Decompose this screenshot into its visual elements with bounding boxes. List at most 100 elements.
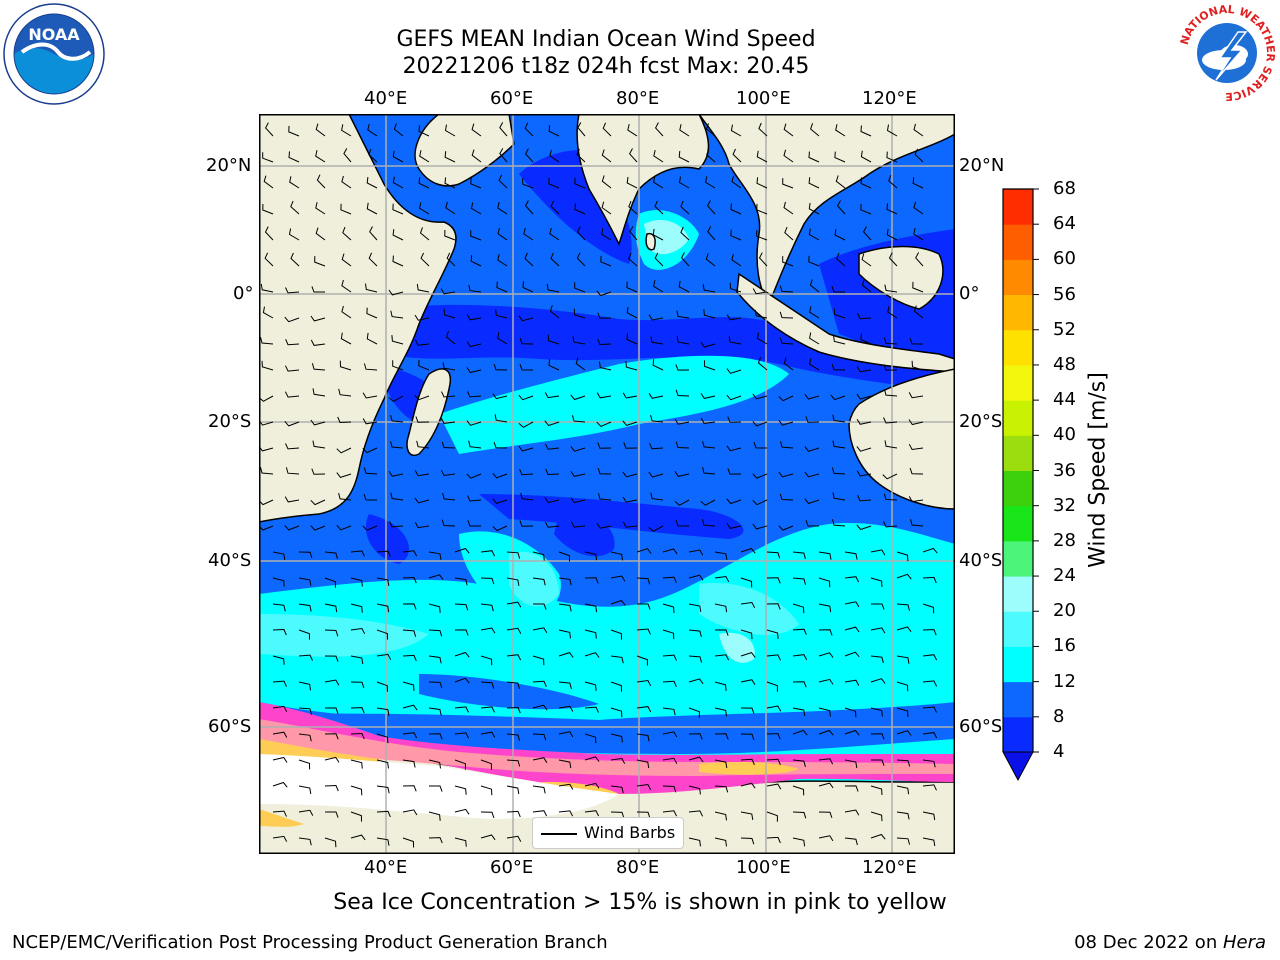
colorbar-tick-label: 68 bbox=[1053, 178, 1076, 199]
wind-barb bbox=[680, 200, 690, 215]
wind-barb bbox=[443, 308, 456, 319]
wind-barb bbox=[662, 576, 677, 583]
wind-barb bbox=[506, 654, 522, 661]
wind-barb bbox=[610, 811, 625, 819]
colorbar-tick-label: 52 bbox=[1053, 318, 1076, 340]
wind-barb bbox=[835, 175, 846, 189]
wind-barb bbox=[494, 414, 508, 423]
wind-barb bbox=[350, 655, 364, 665]
wind-barb bbox=[272, 756, 288, 763]
wind-barb bbox=[792, 707, 806, 717]
wind-barb bbox=[674, 471, 690, 477]
wind-barb bbox=[740, 782, 756, 789]
wind-barb bbox=[870, 733, 885, 740]
wind-barb bbox=[756, 332, 768, 345]
wind-barb bbox=[362, 525, 378, 531]
wind-barb bbox=[480, 811, 495, 819]
wind-barb bbox=[701, 519, 716, 527]
colorbar-tick-label: 40 bbox=[1053, 424, 1076, 446]
wind-barb bbox=[454, 837, 467, 847]
wind-barb bbox=[573, 308, 586, 319]
wind-barb bbox=[766, 783, 782, 790]
wind-barb bbox=[341, 279, 352, 293]
wind-barb bbox=[524, 148, 534, 163]
wind-barb bbox=[861, 279, 872, 293]
wind-barb bbox=[428, 733, 443, 740]
wind-barb bbox=[714, 733, 729, 740]
wind-barb bbox=[366, 177, 378, 189]
wind-barb bbox=[922, 811, 936, 821]
wind-barb bbox=[480, 550, 496, 557]
wind-barb bbox=[832, 492, 846, 501]
wind-barb bbox=[625, 361, 638, 371]
wind-barb bbox=[350, 550, 365, 557]
wind-barb bbox=[626, 306, 638, 319]
wind-barb bbox=[310, 315, 326, 322]
wind-barb bbox=[662, 603, 675, 614]
wind-barb bbox=[766, 811, 778, 822]
wind-barb bbox=[766, 836, 781, 844]
wind-barb bbox=[428, 629, 443, 637]
wind-barb bbox=[341, 124, 352, 137]
colorbar bbox=[1002, 188, 1039, 782]
wind-barb bbox=[844, 809, 860, 816]
lon-tick-top-80e: 80°E bbox=[616, 88, 660, 109]
wind-barb bbox=[584, 652, 600, 658]
wind-barb bbox=[610, 707, 623, 718]
wind-barb bbox=[726, 445, 742, 452]
lat-tick-right-0: 0° bbox=[959, 283, 980, 304]
wind-barb bbox=[428, 551, 442, 560]
wind-barb bbox=[844, 679, 860, 686]
legend-label: Wind Barbs bbox=[584, 823, 676, 842]
wind-barb bbox=[570, 394, 586, 401]
wind-barb bbox=[558, 603, 572, 612]
wind-barb bbox=[466, 314, 482, 321]
wind-barb bbox=[284, 365, 300, 372]
wind-barb bbox=[610, 629, 622, 640]
colorbar-tick-label: 20 bbox=[1053, 600, 1076, 622]
wind-barb bbox=[610, 575, 626, 582]
wind-barb bbox=[466, 420, 482, 426]
wind-barb bbox=[636, 783, 652, 791]
wind-barb bbox=[324, 837, 337, 848]
wind-barb bbox=[726, 523, 742, 529]
wind-barb bbox=[428, 681, 443, 689]
wind-barb bbox=[896, 707, 909, 718]
wind-barb bbox=[480, 706, 495, 713]
wind-barb bbox=[844, 707, 857, 718]
wind-barb bbox=[402, 837, 415, 848]
wind-barb bbox=[600, 255, 612, 267]
wind-barb bbox=[688, 707, 700, 718]
wind-barb bbox=[428, 707, 442, 716]
wind-barb bbox=[675, 389, 690, 397]
wind-barb bbox=[376, 653, 392, 660]
wind-barb bbox=[818, 782, 834, 789]
wind-barb bbox=[363, 467, 378, 475]
wind-barb bbox=[792, 837, 806, 847]
wind-barb bbox=[610, 551, 623, 561]
wind-barb bbox=[622, 420, 638, 426]
wind-barb bbox=[626, 176, 638, 189]
wind-barb bbox=[544, 420, 560, 427]
chart-subtitle: 20221206 t18z 024h fcst Max: 20.45 bbox=[402, 54, 810, 79]
wind-barb bbox=[740, 811, 754, 820]
wind-barb bbox=[860, 125, 872, 137]
wind-barb bbox=[467, 391, 482, 398]
wind-barb bbox=[705, 253, 716, 267]
wind-barb bbox=[272, 810, 287, 817]
wind-barb bbox=[506, 810, 521, 818]
wind-barb bbox=[544, 443, 560, 450]
wind-barb bbox=[601, 228, 612, 241]
wind-barb bbox=[884, 284, 898, 293]
wind-barb bbox=[653, 176, 664, 189]
wind-barb bbox=[310, 419, 326, 426]
wind-barb bbox=[783, 357, 794, 371]
wind-barb bbox=[883, 493, 898, 501]
wind-barb bbox=[653, 280, 664, 293]
wind-barb bbox=[376, 681, 388, 692]
wind-barb bbox=[674, 418, 690, 425]
wind-barb bbox=[272, 577, 285, 587]
wind-barb bbox=[883, 364, 898, 371]
wind-barb bbox=[298, 809, 314, 816]
wind-barb bbox=[649, 443, 664, 450]
